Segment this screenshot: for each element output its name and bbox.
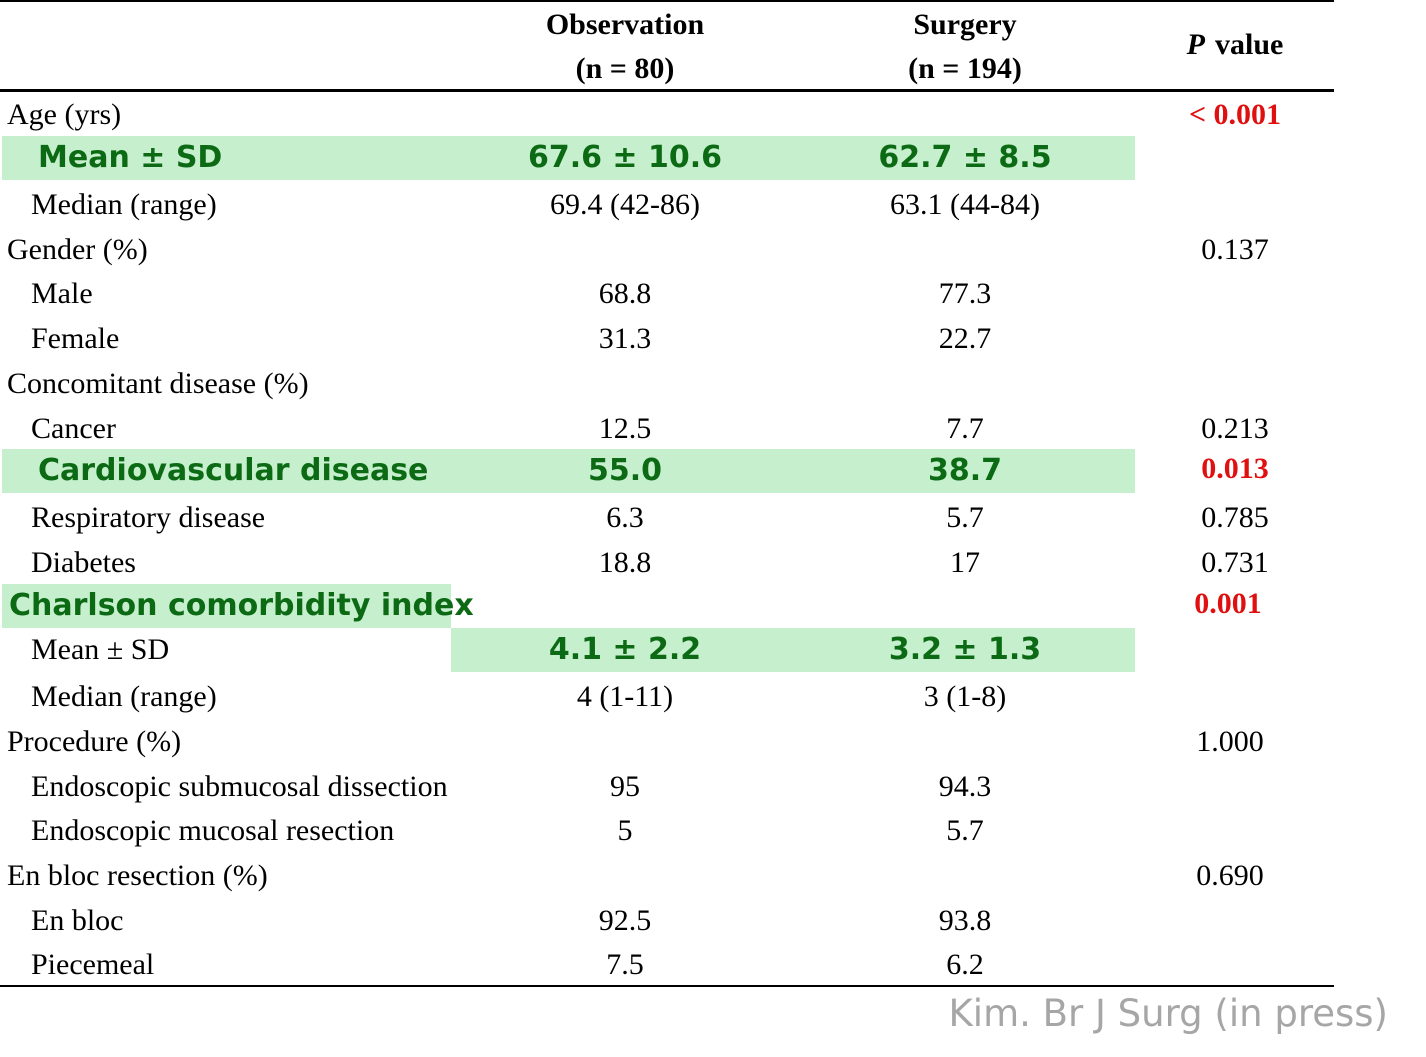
row-label: Male: [31, 277, 93, 310]
header-surgery-title: Surgery: [913, 8, 1017, 41]
table-row: Concomitant disease (%): [0, 362, 1334, 406]
header-surgery-n: (n = 194): [908, 52, 1022, 85]
surgery-value: 3.2 ± 1.3: [888, 632, 1042, 667]
observation-value: 18.8: [598, 546, 652, 579]
table-bottom-rule: [0, 985, 1334, 987]
table-row: Procedure (%) 1.000: [0, 720, 1334, 764]
row-label: Procedure (%): [7, 725, 182, 758]
table-row-highlighted: Mean ± SD 4.1 ± 2.2 3.2 ± 1.3: [0, 628, 1334, 672]
table-row: Endoscopic mucosal resection 5 5.7: [0, 809, 1334, 853]
observation-value: 68.8: [598, 277, 652, 310]
row-label: Cardiovascular disease: [38, 453, 429, 488]
observation-value: 67.6 ± 10.6: [527, 140, 723, 175]
table-row: Median (range) 4 (1-11) 3 (1-8): [0, 675, 1334, 719]
table-row: Endoscopic submucosal dissection 95 94.3: [0, 765, 1334, 809]
row-highlight: [2, 136, 1135, 180]
row-label: Female: [31, 322, 120, 355]
observation-value: 5: [617, 814, 633, 847]
row-highlight: [2, 449, 1135, 493]
table-top-rule: [0, 0, 1334, 2]
observation-value: 4.1 ± 2.2: [548, 632, 702, 667]
row-highlight: [2, 584, 451, 628]
row-label: En bloc: [31, 904, 124, 937]
header-observation: Observation (n = 80): [470, 3, 780, 91]
row-label: Age (yrs): [7, 98, 122, 131]
row-label: Charlson comorbidity index: [9, 588, 474, 623]
row-label: En bloc resection (%): [7, 859, 268, 892]
surgery-value: 93.8: [938, 904, 992, 937]
header-surgery: Surgery (n = 194): [815, 3, 1115, 91]
observation-value: 92.5: [598, 904, 652, 937]
header-p-suffix: value: [1214, 28, 1284, 61]
table-row: En bloc resection (%) 0.690: [0, 854, 1334, 898]
p-value-significant: 0.013: [1201, 452, 1269, 485]
observation-value: 31.3: [598, 322, 652, 355]
table-row-highlighted: Cardiovascular disease 55.0 38.7 0.013: [0, 449, 1334, 493]
surgery-value: 22.7: [938, 322, 992, 355]
p-value-significant: 0.001: [1194, 587, 1262, 620]
table-row: Age (yrs) < 0.001: [0, 93, 1334, 137]
surgery-value: 94.3: [938, 770, 992, 803]
source-credit: Kim. Br J Surg (in press): [948, 992, 1388, 1035]
observation-value: 7.5: [606, 948, 644, 981]
table-row-highlighted: Mean ± SD 67.6 ± 10.6 62.7 ± 8.5: [0, 136, 1334, 180]
row-label: Cancer: [31, 412, 116, 445]
p-value: 1.000: [1196, 725, 1264, 758]
surgery-value: 38.7: [927, 453, 1003, 488]
surgery-value: 7.7: [946, 412, 984, 445]
header-observation-n: (n = 80): [575, 52, 675, 85]
row-label: Endoscopic submucosal dissection: [31, 770, 448, 803]
p-value: 0.731: [1201, 546, 1269, 579]
table-row: Respiratory disease 6.3 5.7 0.785: [0, 496, 1334, 540]
surgery-value: 6.2: [946, 948, 984, 981]
row-label: Respiratory disease: [31, 501, 266, 534]
row-label: Mean ± SD: [31, 633, 170, 666]
surgery-value: 5.7: [946, 501, 984, 534]
row-label: Concomitant disease (%): [7, 367, 309, 400]
row-label: Endoscopic mucosal resection: [31, 814, 395, 847]
row-label: Diabetes: [31, 546, 136, 579]
row-label: Median (range): [31, 680, 217, 713]
p-value: 0.137: [1201, 233, 1269, 266]
header-observation-title: Observation: [545, 8, 705, 41]
row-label: Median (range): [31, 188, 217, 221]
surgery-value: 62.7 ± 8.5: [878, 140, 1052, 175]
table-row: Cancer 12.5 7.7 0.213: [0, 407, 1334, 451]
p-value-significant: < 0.001: [1188, 98, 1282, 131]
row-label: Piecemeal: [31, 948, 155, 981]
table-row: Diabetes 18.8 17 0.731: [0, 541, 1334, 585]
table-row: Median (range) 69.4 (42-86) 63.1 (44-84): [0, 183, 1334, 227]
surgery-value: 5.7: [946, 814, 984, 847]
table-row-highlighted: Charlson comorbidity index 0.001: [0, 584, 1334, 628]
p-value: 0.213: [1201, 412, 1269, 445]
table-row: Male 68.8 77.3: [0, 272, 1334, 316]
table-row: Female 31.3 22.7: [0, 317, 1334, 361]
observation-value: 95: [610, 770, 640, 803]
row-highlight: [451, 628, 1135, 672]
table-row: Gender (%) 0.137: [0, 228, 1334, 272]
observation-value: 4 (1-11): [576, 680, 674, 713]
p-value: 0.785: [1201, 501, 1269, 534]
observation-value: 55.0: [587, 453, 663, 488]
surgery-value: 63.1 (44-84): [890, 188, 1040, 221]
table-row: En bloc 92.5 93.8: [0, 899, 1334, 943]
observation-value: 69.4 (42-86): [550, 188, 700, 221]
observation-value: 12.5: [598, 412, 652, 445]
observation-value: 6.3: [606, 501, 644, 534]
surgery-value: 17: [950, 546, 980, 579]
surgery-value: 3 (1-8): [923, 680, 1007, 713]
surgery-value: 77.3: [938, 277, 992, 310]
row-label: Mean ± SD: [38, 140, 223, 175]
row-label: Gender (%): [7, 233, 148, 266]
header-p-letter: P: [1186, 28, 1205, 61]
p-value: 0.690: [1196, 859, 1264, 892]
table-row: Piecemeal 7.5 6.2: [0, 943, 1334, 987]
table-header-rule: [0, 89, 1334, 92]
